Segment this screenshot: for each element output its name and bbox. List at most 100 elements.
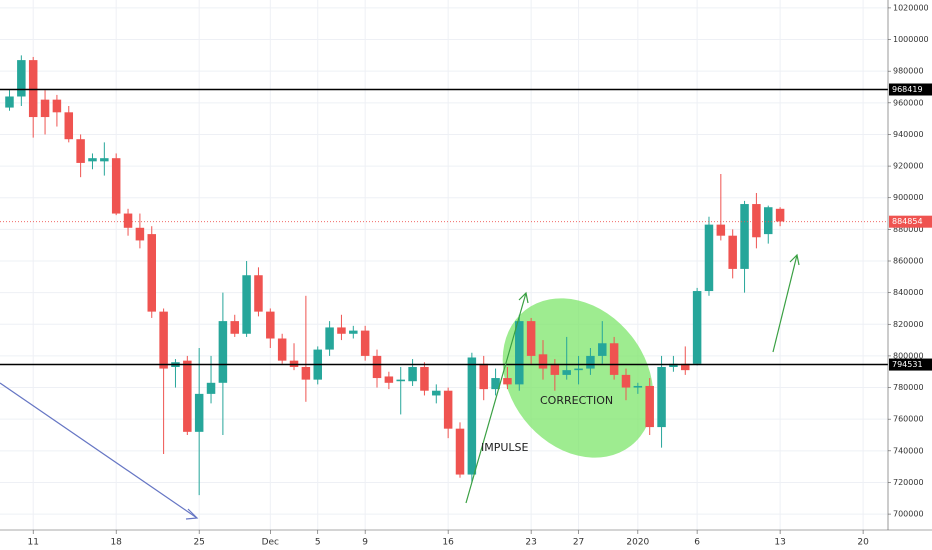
candle-body <box>728 235 737 269</box>
arrow-head <box>789 253 800 266</box>
x-tick-label: 25 <box>193 538 204 548</box>
candle-body <box>764 207 773 235</box>
y-tick-label: 720000 <box>893 478 924 487</box>
candle-body <box>621 374 631 388</box>
candle-body <box>467 357 477 475</box>
candle-body <box>206 382 216 394</box>
candle-body <box>52 99 62 113</box>
y-tick-label: 840000 <box>893 288 924 297</box>
candle-body <box>384 376 394 383</box>
x-tick-label: 2020 <box>626 538 649 548</box>
candle-body <box>100 158 109 162</box>
candle-body <box>775 208 785 222</box>
x-tick-label: 27 <box>573 538 584 548</box>
candle-body <box>479 363 488 390</box>
price-label-box <box>889 83 932 96</box>
candle-body <box>491 378 500 390</box>
candle-body <box>716 224 726 236</box>
candle-body <box>645 385 654 428</box>
candle-body <box>503 378 512 385</box>
x-tick-label: 23 <box>525 538 536 548</box>
x-tick-label: Dec <box>262 538 279 548</box>
candle-body <box>360 330 370 356</box>
y-tick-label: 860000 <box>893 257 924 266</box>
candle-body <box>183 360 192 432</box>
candle-body <box>242 275 251 334</box>
candle-body <box>76 139 85 163</box>
target-arrow <box>772 254 798 353</box>
y-tick-label: 940000 <box>893 130 924 139</box>
candle-body <box>277 338 287 361</box>
candle-body <box>266 311 275 339</box>
y-tick-label: 820000 <box>893 320 924 329</box>
candle-body <box>633 385 643 388</box>
y-tick-label: 880000 <box>893 225 924 234</box>
candle-body <box>657 366 666 428</box>
candle-body <box>526 321 536 356</box>
x-tick-label: 11 <box>27 538 38 548</box>
candle-body <box>408 366 417 382</box>
y-tick-label: 1020000 <box>893 3 929 12</box>
candle-body <box>609 343 619 375</box>
x-tick-label: 13 <box>774 538 785 548</box>
candle-body <box>443 390 453 429</box>
candle-body <box>301 366 311 380</box>
candle-body <box>515 321 524 385</box>
price-label-box <box>889 358 932 371</box>
candle-body <box>28 60 38 118</box>
candles <box>0 55 888 496</box>
candle-body <box>111 158 121 214</box>
candle-body <box>254 275 263 312</box>
candle-body <box>337 327 346 334</box>
annotation: CORRECTION <box>540 394 613 407</box>
candle-body <box>396 379 405 382</box>
candle-body <box>159 311 168 369</box>
candle-body <box>752 204 761 238</box>
candle-body <box>64 112 74 140</box>
axes: 700000 720000 740000 760000 780000 800000 8200… <box>27 3 932 548</box>
price-label-box <box>889 215 932 228</box>
y-tick-label: 920000 <box>893 162 924 171</box>
candle-body <box>550 363 560 375</box>
y-tick-label: 800000 <box>893 351 924 360</box>
arrow-head <box>185 508 199 520</box>
candle-body <box>194 393 204 432</box>
x-tick-label: 20 <box>857 538 869 548</box>
candle-body <box>538 354 548 369</box>
y-tick-label: 700000 <box>893 510 924 519</box>
x-tick-label: 5 <box>315 538 321 548</box>
candle-body <box>455 428 465 475</box>
y-tick-label: 1000000 <box>893 35 929 44</box>
candle-body <box>88 158 97 162</box>
candle-body <box>598 343 607 356</box>
y-tick-label: 780000 <box>893 383 924 392</box>
candle-body <box>17 60 26 97</box>
trend-line <box>0 382 198 519</box>
annotation: IMPULSE <box>481 441 529 454</box>
candle-body <box>432 390 441 396</box>
arrow-head <box>518 291 529 304</box>
price-label: 884854 <box>892 217 923 226</box>
candle-body <box>218 321 228 383</box>
x-tick-label: 9 <box>362 538 368 548</box>
impulse-arrow <box>465 292 527 504</box>
candle-body <box>349 330 358 334</box>
x-tick-label: 16 <box>442 538 454 548</box>
candle-body <box>704 224 714 292</box>
candle-body <box>562 370 571 375</box>
candle-body <box>740 204 749 269</box>
price-label: 968419 <box>892 85 923 94</box>
correction-highlight <box>502 298 654 458</box>
candle-body <box>681 363 690 371</box>
y-tick-label: 760000 <box>893 415 924 424</box>
y-tick-label: 980000 <box>893 67 924 76</box>
candle-body <box>135 227 145 241</box>
candle-body <box>325 327 334 350</box>
candle-body <box>230 321 239 334</box>
candle-body <box>40 99 50 118</box>
candle-body <box>5 96 14 108</box>
drawings <box>0 253 800 520</box>
candle-body <box>420 366 429 391</box>
candle-body <box>147 234 157 312</box>
